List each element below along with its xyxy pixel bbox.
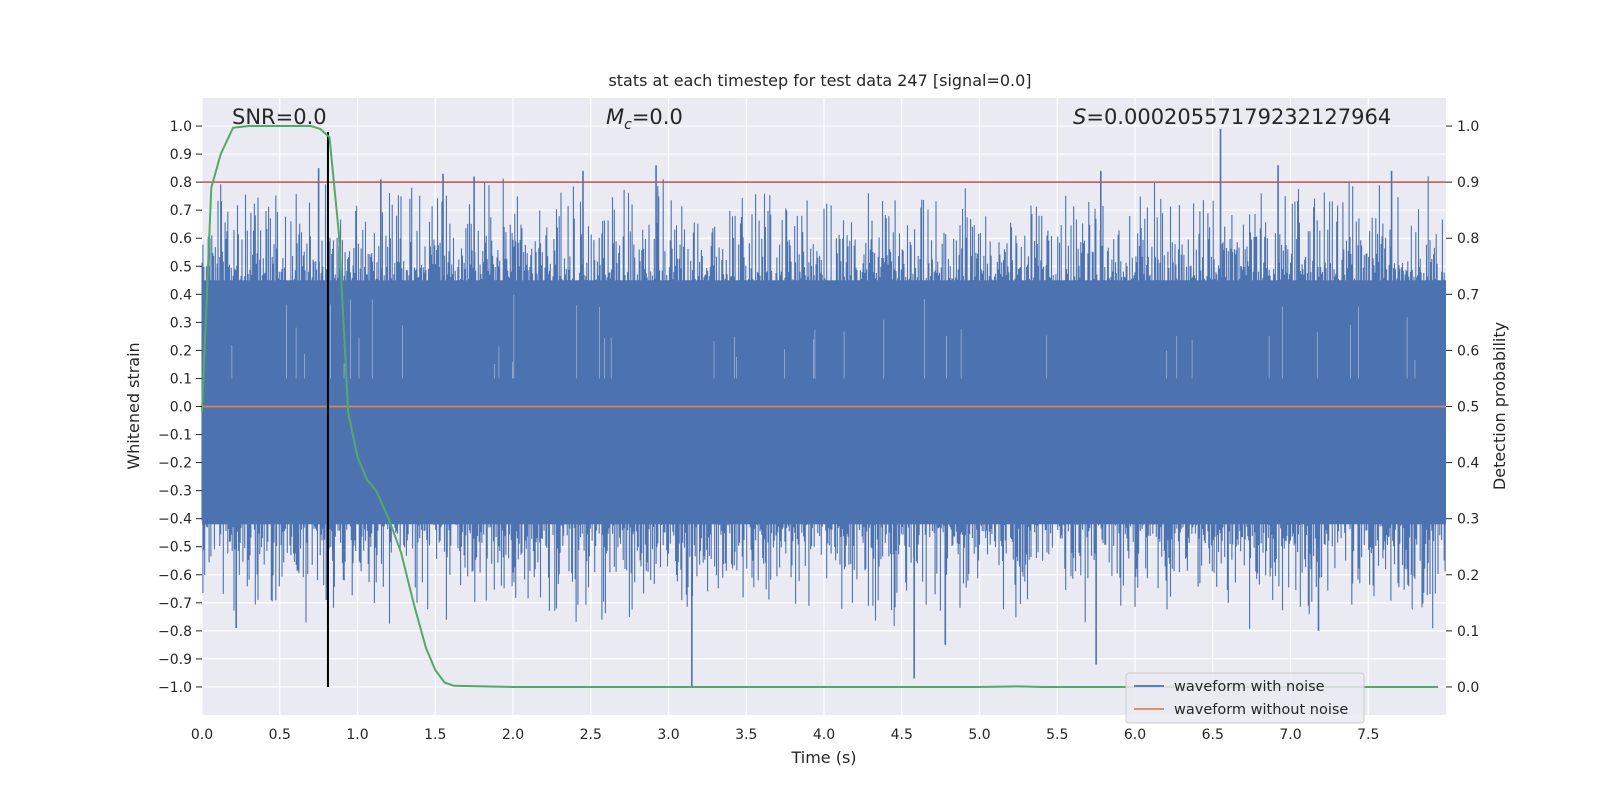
y-left-tick-label: −0.9 — [158, 652, 192, 668]
y-left-tick-label: −0.2 — [158, 456, 192, 472]
y-right-tick-label: 0.7 — [1457, 287, 1479, 303]
y-left-tick-label: −0.6 — [158, 568, 192, 584]
y-left-tick-label: −0.3 — [158, 484, 192, 500]
detection-probability-line — [201, 125, 1439, 688]
chart-title: stats at each timestep for test data 247… — [608, 71, 1031, 90]
y-right-tick-label: 0.9 — [1457, 175, 1479, 191]
x-tick-label: 2.5 — [580, 727, 602, 743]
y-left-tick-label: 0.9 — [170, 147, 192, 163]
x-tick-label: 1.0 — [346, 727, 368, 743]
y-right-tick-label: 0.2 — [1457, 568, 1479, 584]
y-right-tick-label: 1.0 — [1457, 119, 1479, 135]
y-left-tick-label: 0.3 — [170, 315, 192, 331]
chirp-mass-symbol: M — [606, 105, 624, 129]
y-left-tick-label: 0.5 — [170, 259, 192, 275]
x-tick-label: 6.5 — [1202, 727, 1224, 743]
y-right-tick-label: 0.1 — [1457, 624, 1479, 640]
x-tick-label: 7.5 — [1357, 727, 1379, 743]
x-tick-label: 4.0 — [813, 727, 835, 743]
legend: waveform with noise waveform without noi… — [1125, 672, 1365, 724]
x-axis-title: Time (s) — [790, 748, 856, 767]
y-right-tick-label: 0.4 — [1457, 456, 1479, 472]
x-tick-label: 7.0 — [1279, 727, 1301, 743]
y-left-tick-label: 1.0 — [170, 119, 192, 135]
x-tick-label: 3.5 — [735, 727, 757, 743]
y-right-tick-label: 0.6 — [1457, 343, 1479, 359]
chirp-mass-subscript: c — [624, 117, 632, 133]
y-left-tick-label: 0.6 — [170, 231, 192, 247]
statistic-annotation: S=0.00020557179232127964 — [1073, 105, 1391, 129]
snr-annotation: SNR=0.0 — [232, 105, 327, 129]
x-tick-label: 2.0 — [502, 727, 524, 743]
x-tick-label: 6.0 — [1124, 727, 1146, 743]
x-tick-label: 5.0 — [968, 727, 990, 743]
y-axis-left: 1.0 0.9 0.8 0.7 0.6 0.5 0.4 0.3 0.2 0.1 0.0 −0.1 −0.… — [158, 119, 202, 696]
y-left-tick-label: −0.1 — [158, 428, 192, 444]
x-tick-label: 5.5 — [1046, 727, 1068, 743]
y-right-tick-label: 0.5 — [1457, 400, 1479, 416]
x-axis: 0.0 0.5 1.0 1.5 2.0 2.5 3.0 3.5 4.0 4.5 5.0 5.5 6.0 6… — [191, 727, 1380, 743]
y-left-tick-label: 0.7 — [170, 203, 192, 219]
y-left-tick-label: −0.5 — [158, 540, 192, 556]
x-tick-label: 0.5 — [269, 727, 291, 743]
y-left-tick-label: −0.4 — [158, 512, 192, 528]
legend-label-clean: waveform without noise — [1174, 702, 1348, 718]
y-left-tick-label: 0.0 — [170, 400, 192, 416]
statistic-value: =0.00020557179232127964 — [1086, 105, 1391, 129]
legend-label-noise: waveform with noise — [1174, 679, 1325, 695]
y-left-tick-label: 0.8 — [170, 175, 192, 191]
x-tick-label: 1.5 — [424, 727, 446, 743]
y-left-tick-label: −0.8 — [158, 624, 192, 640]
y-left-tick-label: 0.2 — [170, 343, 192, 359]
legend-box — [1125, 672, 1365, 724]
y-left-tick-label: −1.0 — [158, 680, 192, 696]
y-axis-left-title: Whitened strain — [124, 342, 143, 469]
x-tick-label: 0.0 — [191, 727, 213, 743]
y-axis-right-title: Detection probability — [1490, 322, 1509, 490]
y-left-tick-label: 0.4 — [170, 287, 192, 303]
waveform-with-noise-series — [201, 128, 1446, 687]
statistic-symbol: S — [1073, 105, 1086, 129]
y-left-tick-label: 0.1 — [170, 371, 192, 387]
y-axis-right: 1.0 0.9 0.8 0.7 0.6 0.5 0.4 0.3 0.2 0.1 0.0 — [1446, 119, 1479, 696]
chirp-mass-annotation: Mc=0.0 — [606, 105, 683, 133]
x-tick-label: 3.0 — [657, 727, 679, 743]
y-left-tick-label: −0.7 — [158, 596, 192, 612]
overlay-lines — [201, 125, 1446, 688]
y-right-tick-label: 0.3 — [1457, 512, 1479, 528]
x-tick-label: 4.5 — [891, 727, 913, 743]
y-right-tick-label: 0.0 — [1457, 680, 1479, 696]
y-right-tick-label: 0.8 — [1457, 231, 1479, 247]
chirp-mass-value: =0.0 — [632, 105, 683, 129]
